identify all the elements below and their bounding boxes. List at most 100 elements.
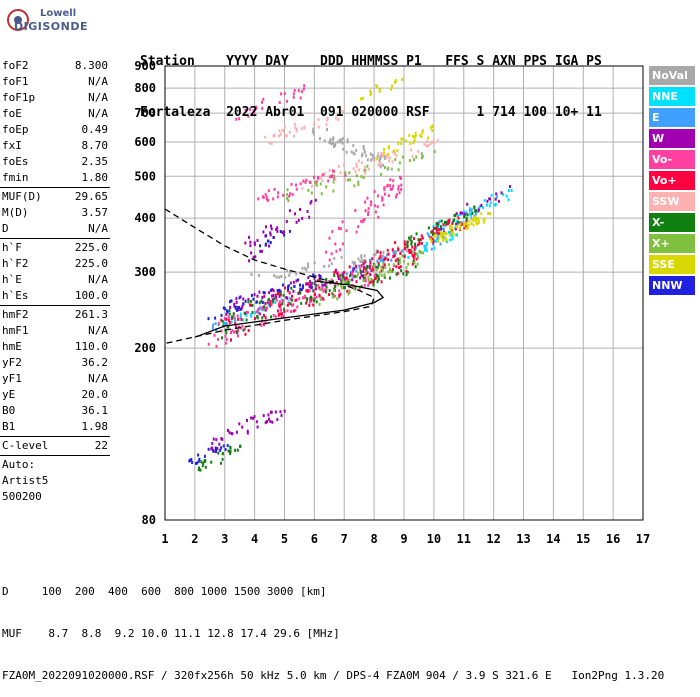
data-point: [345, 229, 348, 233]
data-point: [260, 299, 263, 303]
data-point: [317, 118, 320, 122]
param-row: yE 20.0: [0, 387, 110, 403]
data-point: [358, 287, 361, 291]
data-point: [409, 141, 412, 145]
data-point: [407, 236, 410, 240]
param-row: foE N/A: [0, 106, 110, 122]
data-point: [228, 431, 231, 435]
x-tick-label: 16: [606, 532, 620, 546]
data-point: [467, 219, 470, 223]
data-point: [294, 299, 297, 303]
data-point: [280, 275, 283, 279]
data-point: [336, 271, 339, 275]
param-separator: [0, 455, 110, 456]
data-point: [456, 233, 459, 237]
data-point: [271, 300, 274, 304]
data-point: [478, 205, 481, 209]
plot-frame: [164, 65, 644, 521]
data-point: [463, 224, 466, 228]
data-point: [412, 141, 415, 145]
data-point: [270, 294, 273, 298]
param-row: D N/A: [0, 221, 110, 237]
param-key: fmin: [2, 171, 29, 184]
data-point: [376, 194, 379, 198]
data-point: [295, 129, 298, 133]
data-point: [376, 205, 379, 209]
data-point: [345, 278, 348, 282]
data-point: [342, 274, 345, 278]
data-point: [362, 96, 365, 100]
data-point: [388, 267, 391, 271]
data-point: [308, 215, 311, 219]
data-point: [388, 276, 391, 280]
data-point: [263, 295, 266, 299]
data-point: [229, 445, 232, 449]
legend-entry: E: [649, 108, 695, 127]
data-point: [308, 297, 311, 301]
param-value: N/A: [88, 107, 108, 120]
data-point: [339, 274, 342, 278]
data-point: [306, 282, 309, 286]
data-point: [392, 184, 395, 188]
param-key: B1: [2, 420, 16, 433]
data-point: [203, 454, 206, 458]
data-point: [500, 191, 503, 195]
data-point: [340, 280, 343, 284]
data-point: [382, 203, 385, 207]
data-point: [403, 254, 406, 258]
data-point: [351, 260, 354, 264]
data-point: [243, 311, 246, 315]
data-point: [265, 195, 268, 199]
data-point: [474, 215, 477, 219]
data-point: [318, 286, 321, 290]
data-point: [277, 134, 280, 138]
data-point: [419, 133, 422, 137]
data-point: [494, 203, 497, 207]
data-point: [402, 155, 405, 159]
data-point: [465, 211, 468, 215]
profile-curve-solid: [194, 280, 385, 338]
data-point: [359, 267, 362, 271]
data-point: [252, 416, 255, 420]
data-point: [278, 300, 281, 304]
data-point: [319, 182, 322, 186]
data-point: [214, 450, 217, 454]
data-point: [466, 202, 469, 206]
data-point: [315, 300, 318, 304]
data-point: [351, 278, 354, 282]
logo-line1: Lowell: [40, 8, 77, 19]
data-point: [286, 193, 289, 197]
data-point: [372, 279, 375, 283]
param-value: 8.70: [81, 139, 109, 152]
x-tick-label: 17: [636, 532, 650, 546]
param-row: fmin 1.80: [0, 170, 110, 186]
data-point: [333, 256, 336, 260]
data-point: [334, 178, 337, 182]
data-point: [286, 303, 289, 307]
param-value: 110.0: [74, 340, 108, 353]
data-point: [382, 163, 385, 167]
data-point: [277, 291, 280, 295]
param-row: B1 1.98: [0, 419, 110, 435]
data-point: [328, 140, 331, 144]
data-point: [402, 137, 405, 141]
data-point: [401, 254, 404, 258]
param-value: 8.300: [74, 59, 108, 72]
data-point: [262, 314, 265, 318]
data-point: [314, 283, 317, 287]
data-point: [487, 211, 490, 215]
data-point: [214, 446, 217, 450]
data-point: [295, 183, 298, 187]
data-point: [282, 193, 285, 197]
data-point: [482, 220, 485, 224]
param-key: Artist5: [2, 474, 49, 487]
data-point: [227, 325, 230, 329]
data-point: [363, 218, 366, 222]
data-point: [338, 293, 341, 297]
data-point: [329, 138, 332, 142]
data-point: [281, 302, 284, 306]
data-point: [313, 175, 316, 179]
data-point: [357, 183, 360, 187]
data-point: [265, 234, 268, 238]
data-point: [398, 191, 401, 195]
